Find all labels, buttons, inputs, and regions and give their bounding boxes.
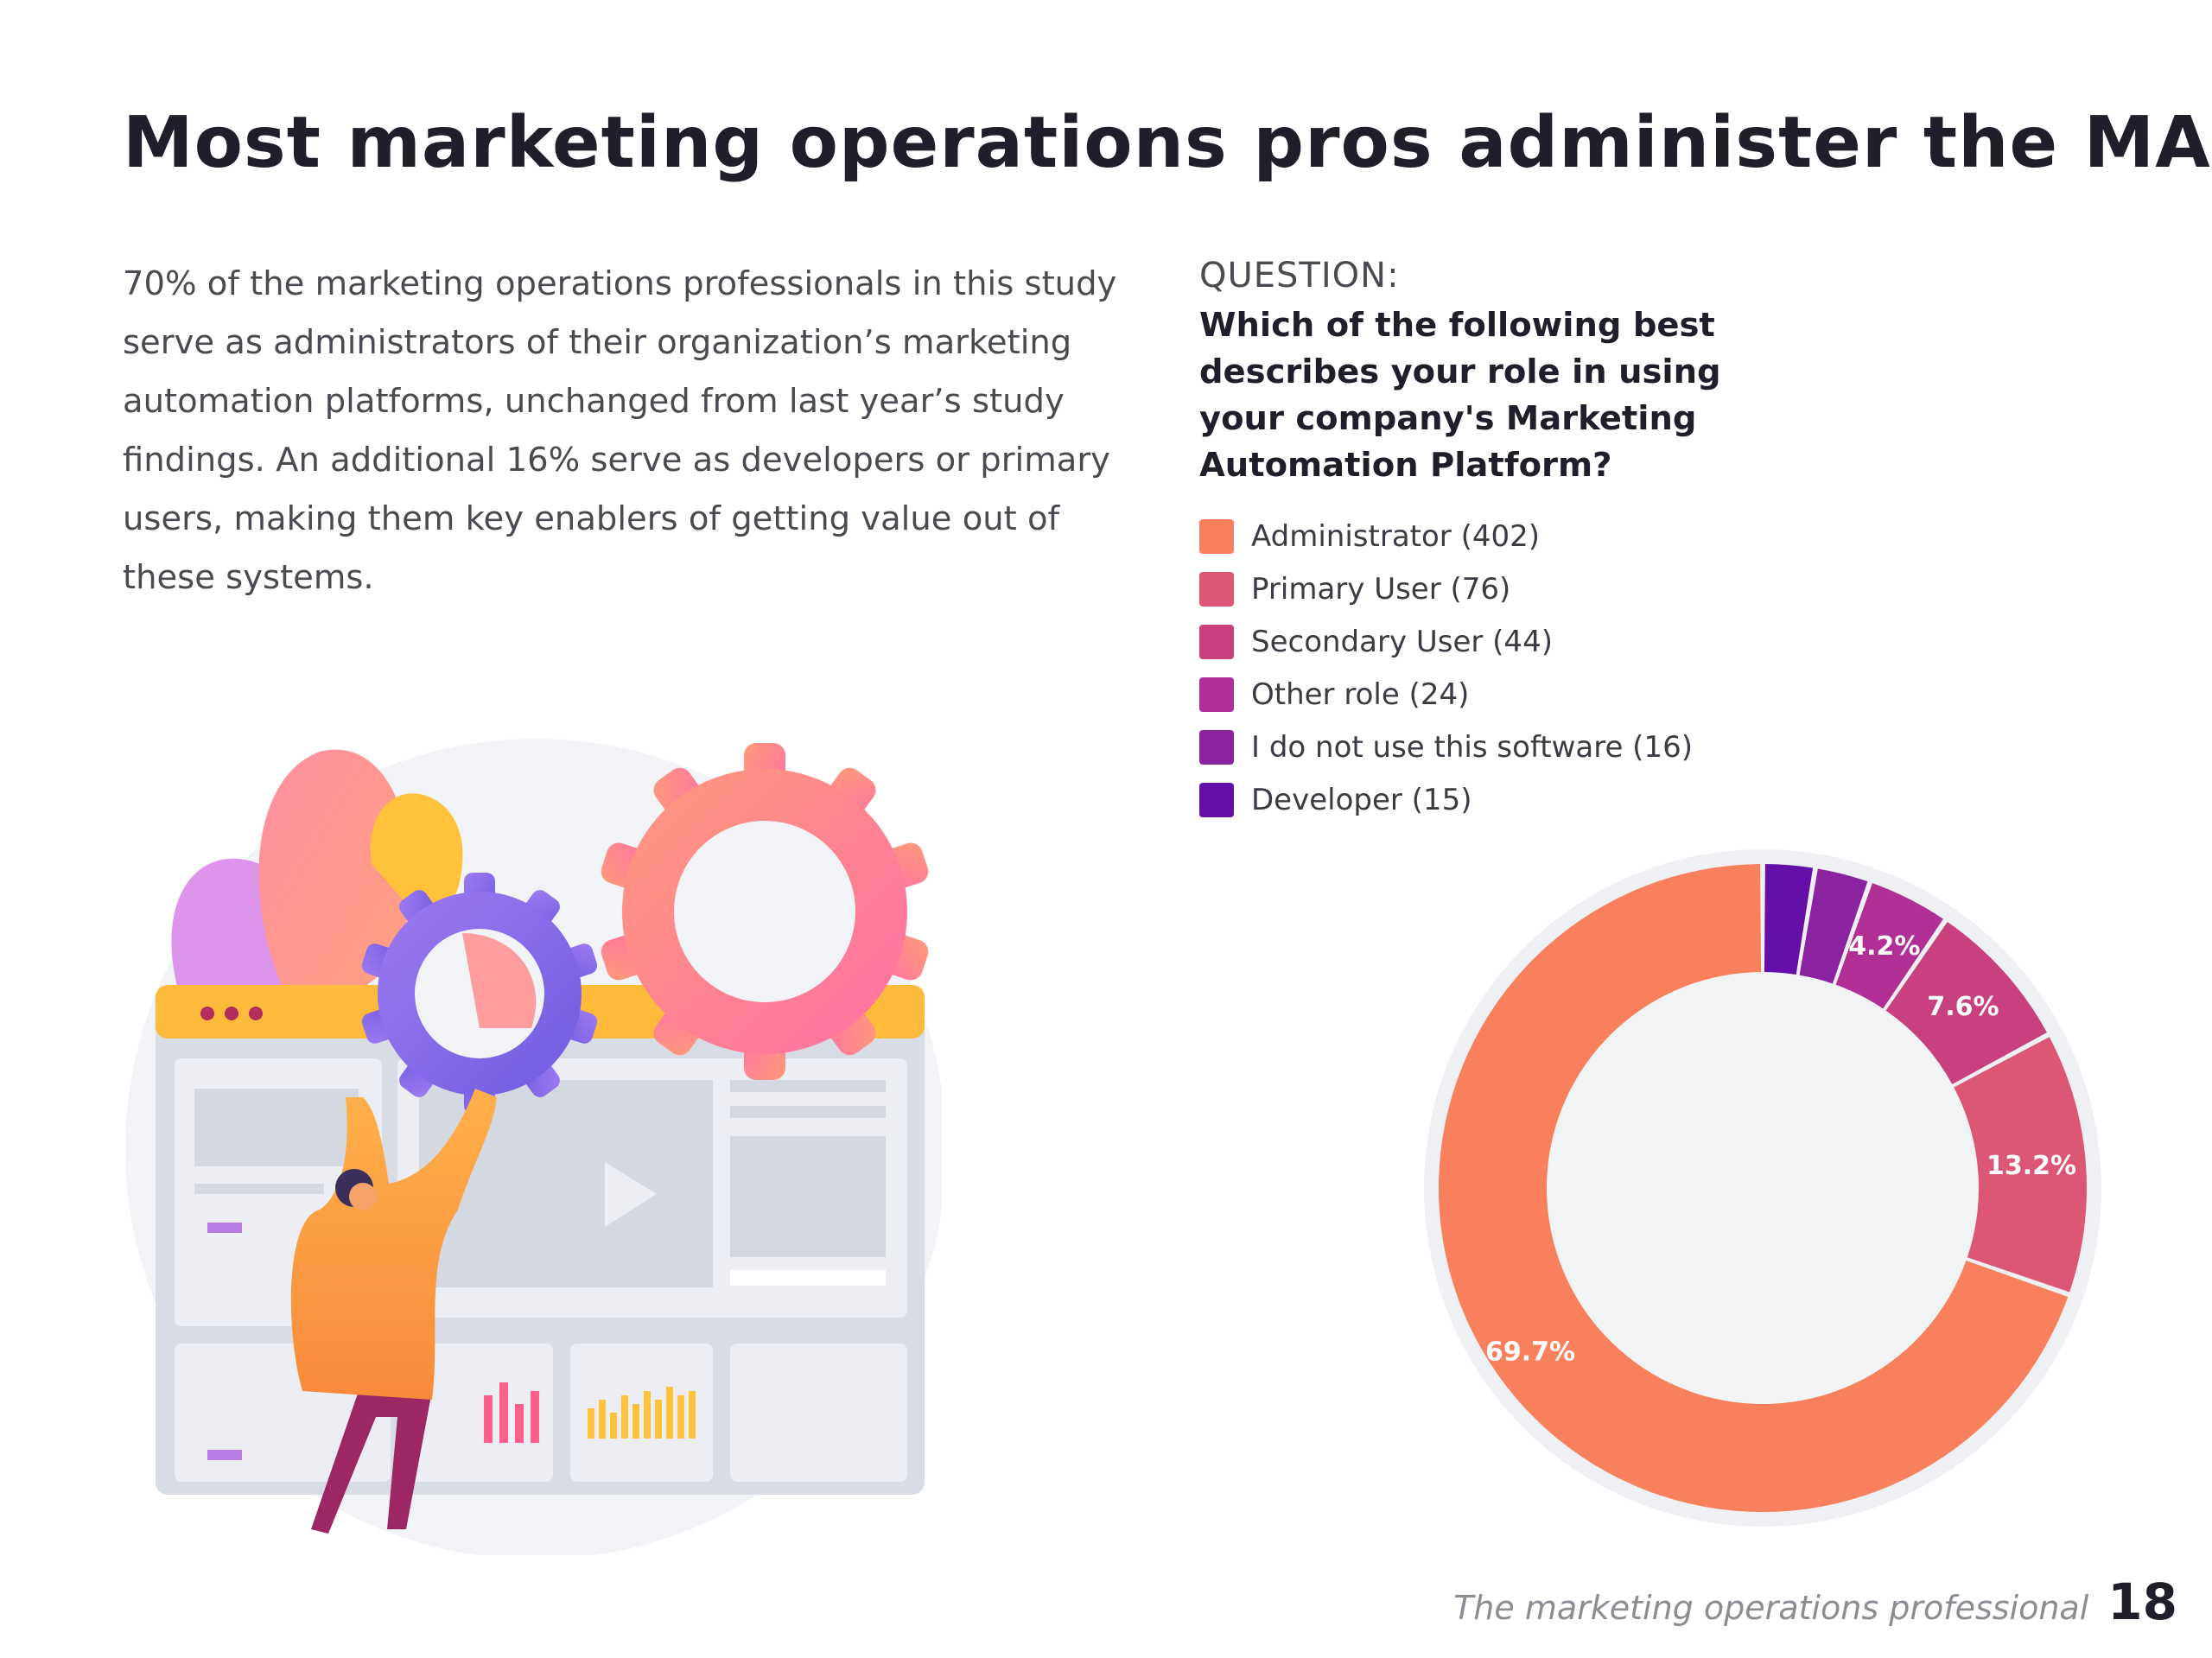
donut-slice-developer	[1764, 864, 1814, 975]
legend-label-non-user: I do not use this software (16)	[1251, 729, 1693, 765]
donut-slices	[1439, 864, 2087, 1512]
legend-label-administrator: Administrator (402)	[1251, 518, 1541, 554]
question-text: Which of the following best describes yo…	[1199, 306, 1721, 485]
donut-slice-i-do-not-use-this-software	[1799, 868, 1868, 984]
legend-label-primary-user: Primary User (76)	[1251, 571, 1511, 607]
footer-text: The marketing operations professional	[1453, 1589, 2089, 1627]
legend-item-administrator: Administrator (402)	[1199, 510, 1693, 562]
legend-item-other-role: Other role (24)	[1199, 668, 1693, 721]
legend-label-secondary-user: Secondary User (44)	[1251, 624, 1553, 659]
yellow-leaf	[370, 793, 463, 933]
page-number: 18	[2107, 1572, 2177, 1631]
donut-hole	[1547, 972, 1979, 1404]
donut-labels: 4.2%7.6% 13.2% 69.7%	[1485, 931, 2076, 1368]
chart-legend: Administrator (402) Primary User (76) Se…	[1199, 510, 1693, 826]
legend-item-primary-user: Primary User (76)	[1199, 562, 1693, 615]
donut-label-other-role: 4.2%	[1848, 931, 1920, 962]
donut-label-secondary-user: 7.6%	[1927, 992, 1999, 1022]
pink-leaf	[258, 749, 411, 1002]
legend-item-secondary-user: Secondary User (44)	[1199, 615, 1693, 668]
donut-slice-primary-user	[1954, 1037, 2087, 1293]
donut-slice-other-role	[1835, 883, 1943, 1009]
page-footer: The marketing operations professional 18	[1453, 1572, 2177, 1631]
legend-item-non-user: I do not use this software (16)	[1199, 721, 1693, 773]
legend-label-other-role: Other role (24)	[1251, 677, 1470, 712]
legend-label-developer: Developer (15)	[1251, 782, 1472, 817]
page-title: Most marketing operations pros administe…	[123, 102, 2212, 184]
legend-swatch-other-role	[1199, 677, 1234, 712]
donut-slice-secondary-user	[1885, 921, 2047, 1085]
legend-swatch-primary-user	[1199, 571, 1234, 607]
donut-label-primary-user: 13.2%	[1986, 1151, 2076, 1181]
role-donut-chart: 4.2%7.6% 13.2% 69.7%	[1424, 849, 2101, 1527]
intro-paragraph: 70% of the marketing operations professi…	[123, 264, 1117, 597]
legend-swatch-developer	[1199, 782, 1234, 817]
legend-swatch-secondary-user	[1199, 624, 1234, 659]
donut-label-administrator: 69.7%	[1485, 1337, 1575, 1368]
large-pink-gear	[601, 743, 929, 1080]
small-purple-gear	[361, 873, 598, 1115]
person-figure	[290, 1089, 497, 1534]
legend-swatch-administrator	[1199, 518, 1234, 554]
question-label: QUESTION:	[1199, 256, 1400, 295]
donut-slice-administrator	[1439, 864, 2069, 1512]
legend-swatch-non-user	[1199, 729, 1234, 765]
gears-dashboard-illustration	[125, 739, 942, 1555]
legend-item-developer: Developer (15)	[1199, 773, 1693, 826]
